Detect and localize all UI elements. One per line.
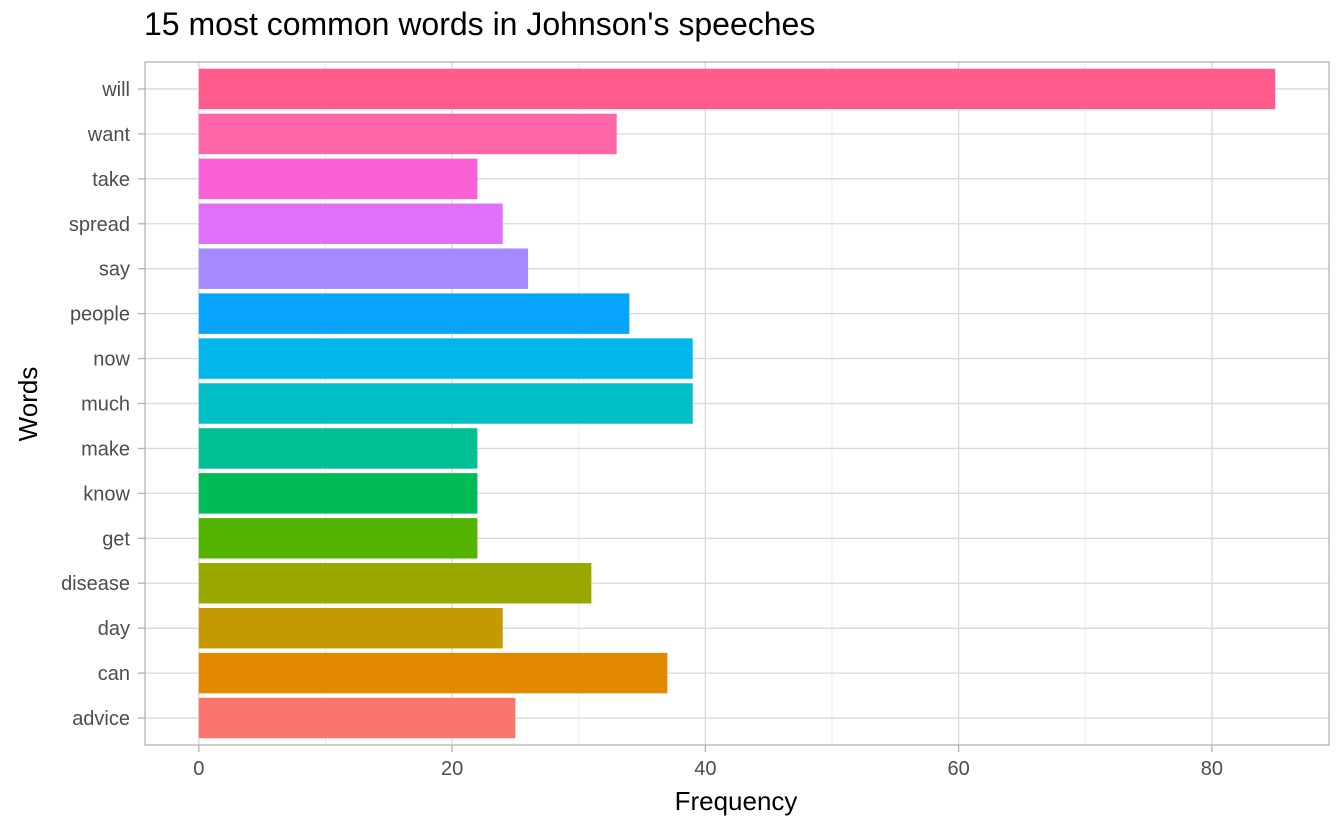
bar-make: [198, 428, 478, 469]
x-tick-label: 40: [694, 758, 716, 780]
y-axis-ticks: advice can day disease get know make much now peo…: [61, 79, 145, 730]
bar-can: [198, 652, 668, 694]
x-tick-label: 0: [193, 758, 204, 780]
bar-now: [198, 338, 693, 379]
y-tick-label: make: [81, 438, 130, 460]
bar-want: [198, 113, 617, 155]
y-tick-label: know: [83, 483, 130, 505]
bar-know: [198, 473, 478, 514]
y-tick-label: can: [98, 663, 130, 685]
bar-disease: [198, 563, 592, 604]
bar-day: [198, 607, 503, 649]
y-tick-label: now: [93, 349, 130, 371]
bar-spread: [198, 203, 503, 244]
bar-much: [198, 383, 693, 424]
y-tick-label: will: [101, 79, 130, 101]
y-tick-label: take: [92, 169, 130, 191]
bar-take: [198, 158, 478, 200]
bar-say: [198, 248, 529, 289]
bar-get: [198, 518, 478, 559]
bar-advice: [198, 697, 516, 739]
x-tick-label: 80: [1201, 758, 1223, 780]
y-tick-label: day: [98, 618, 130, 640]
y-tick-label: people: [70, 304, 130, 326]
y-tick-label: get: [102, 528, 130, 550]
y-tick-label: advice: [72, 708, 130, 730]
bar-will: [198, 68, 1276, 110]
y-tick-label: say: [99, 259, 130, 281]
y-tick-label: spread: [69, 214, 130, 236]
y-axis-title: Words: [13, 367, 43, 442]
y-tick-label: disease: [61, 573, 130, 595]
y-tick-label: much: [81, 394, 130, 416]
chart-title: 15 most common words in Johnson's speech…: [144, 6, 816, 42]
bars: [198, 68, 1276, 739]
x-tick-label: 60: [947, 758, 969, 780]
y-tick-label: want: [87, 124, 131, 146]
x-axis-title: Frequency: [675, 786, 798, 816]
x-axis-ticks: 0 20 40 60 80: [193, 745, 1223, 780]
x-tick-label: 20: [441, 758, 463, 780]
bar-people: [198, 293, 630, 334]
